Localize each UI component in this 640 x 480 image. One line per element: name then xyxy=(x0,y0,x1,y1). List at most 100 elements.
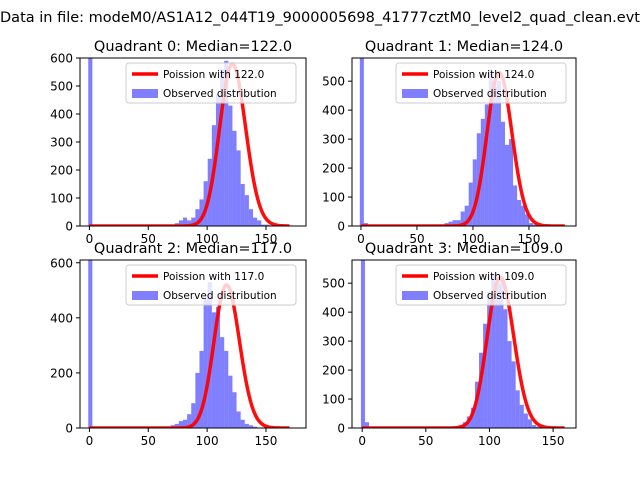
x-tick-label: 150 xyxy=(255,434,278,448)
y-tick-label: 400 xyxy=(322,306,345,320)
histogram-bar xyxy=(253,426,258,428)
x-tick-label: 50 xyxy=(141,232,156,246)
histogram-bar xyxy=(460,211,465,226)
histogram-bar xyxy=(359,58,364,226)
x-tick-label: 0 xyxy=(86,232,94,246)
x-tick-label: 50 xyxy=(418,434,433,448)
legend-poisson-label: Poission with 124.0 xyxy=(433,69,534,81)
histogram-bar xyxy=(464,205,469,226)
histogram-bar xyxy=(503,309,508,428)
histogram-bar xyxy=(228,105,233,226)
y-tick-label: 200 xyxy=(322,162,345,176)
histogram-bar xyxy=(211,312,216,428)
histogram-bar xyxy=(448,221,453,226)
histogram-bar xyxy=(472,159,477,226)
histogram-bar xyxy=(265,224,270,226)
y-tick-label: 0 xyxy=(65,422,73,436)
legend-box xyxy=(395,62,567,104)
y-tick-label: 0 xyxy=(337,220,345,234)
legend-hist-label: Observed distribution xyxy=(433,88,547,100)
axes-frame xyxy=(351,57,577,227)
histogram-bar xyxy=(484,104,489,226)
legend-poisson-label: Poission with 122.0 xyxy=(163,69,264,81)
y-tick-label: 600 xyxy=(50,256,73,270)
y-tick-label: 400 xyxy=(322,104,345,118)
histogram-bar xyxy=(499,277,504,428)
x-tick-label: 0 xyxy=(358,434,366,448)
histogram-bar xyxy=(215,94,221,226)
histogram-bar xyxy=(236,150,241,226)
histogram-bar xyxy=(492,86,497,226)
histogram-bar xyxy=(182,217,188,226)
y-tick-label: 100 xyxy=(322,393,345,407)
histogram-bar xyxy=(509,139,514,226)
histogram-bar xyxy=(240,184,245,226)
histogram-bar xyxy=(536,426,541,428)
x-tick-label: 100 xyxy=(196,434,219,448)
histogram-bar xyxy=(199,350,204,428)
y-tick-label: 400 xyxy=(50,311,73,325)
histogram-bar xyxy=(88,260,93,428)
histogram-bar xyxy=(515,390,520,428)
x-tick-label: 50 xyxy=(409,232,424,246)
histogram-bar xyxy=(191,217,196,226)
histogram-bar xyxy=(220,69,225,226)
histogram-bar xyxy=(261,224,266,226)
histogram-bar xyxy=(232,130,237,226)
x-tick-label: 100 xyxy=(462,232,485,246)
legend: Poission with 124.0 Observed distribution xyxy=(395,62,567,104)
histogram-bar xyxy=(187,414,192,428)
histogram-bar xyxy=(253,217,258,226)
histogram-bar xyxy=(531,425,537,428)
histogram-bar xyxy=(236,411,241,428)
subplot-quadrant-2: Quadrant 2: Median=117.0 0 50 100 150 0 200 400… xyxy=(50,241,307,448)
y-tick-label: 300 xyxy=(322,335,345,349)
legend-poisson-label: Poission with 109.0 xyxy=(433,271,534,283)
axes-frame xyxy=(351,259,577,429)
y-tick-label: 0 xyxy=(337,422,345,436)
histogram-bar xyxy=(88,58,93,226)
histogram-bar xyxy=(257,220,262,226)
histogram-bar xyxy=(244,423,249,428)
histogram-bar xyxy=(182,419,188,428)
x-tick-label: 150 xyxy=(542,434,565,448)
histogram-bar xyxy=(488,69,493,226)
histogram-bar xyxy=(525,214,530,226)
legend-box xyxy=(395,264,567,306)
histogram-bar xyxy=(232,392,237,428)
histogram-bar xyxy=(203,298,208,428)
y-tick-label: 500 xyxy=(50,80,73,94)
histogram-bar xyxy=(224,60,229,226)
subplot-title: Quadrant 3: Median=109.0 xyxy=(365,241,563,257)
histogram-bar xyxy=(483,323,488,428)
histogram-bar xyxy=(240,419,245,428)
histogram-bar xyxy=(178,421,183,428)
legend-box xyxy=(125,264,297,306)
y-tick-label: 300 xyxy=(322,133,345,147)
histogram-bars xyxy=(88,260,258,428)
y-tick-label: 500 xyxy=(322,277,345,291)
legend-hist-label: Observed distribution xyxy=(163,88,277,100)
legend-hist-label: Observed distribution xyxy=(163,290,277,302)
histogram-bar xyxy=(523,413,528,428)
histogram-bar xyxy=(244,195,249,226)
legend-hist-swatch xyxy=(402,89,428,98)
poisson-curve xyxy=(360,70,566,226)
x-tick-label: 150 xyxy=(255,232,278,246)
histogram-bar xyxy=(507,341,512,428)
poisson-curve xyxy=(361,275,566,428)
legend-hist-label: Observed distribution xyxy=(433,290,547,302)
legend-poisson-label: Poission with 117.0 xyxy=(163,271,264,283)
figure-suptitle: Data in file: modeM0/AS1A12_044T19_90000… xyxy=(0,10,640,26)
x-tick-label: 100 xyxy=(196,232,219,246)
legend: Poission with 117.0 Observed distribution xyxy=(125,264,297,306)
x-tick-label: 100 xyxy=(478,434,501,448)
histogram-bar xyxy=(513,185,518,226)
legend: Poission with 122.0 Observed distribution xyxy=(125,62,297,104)
y-tick-label: 100 xyxy=(322,191,345,205)
y-tick-label: 200 xyxy=(50,366,73,380)
histogram-bar xyxy=(174,423,179,428)
subplot-quadrant-1: Quadrant 1: Median=124.0 0 50 100 150 0 100 200… xyxy=(322,39,577,246)
subplot-quadrant-0: Quadrant 0: Median=122.0 0 50 100 150 0 100 200… xyxy=(50,39,307,246)
